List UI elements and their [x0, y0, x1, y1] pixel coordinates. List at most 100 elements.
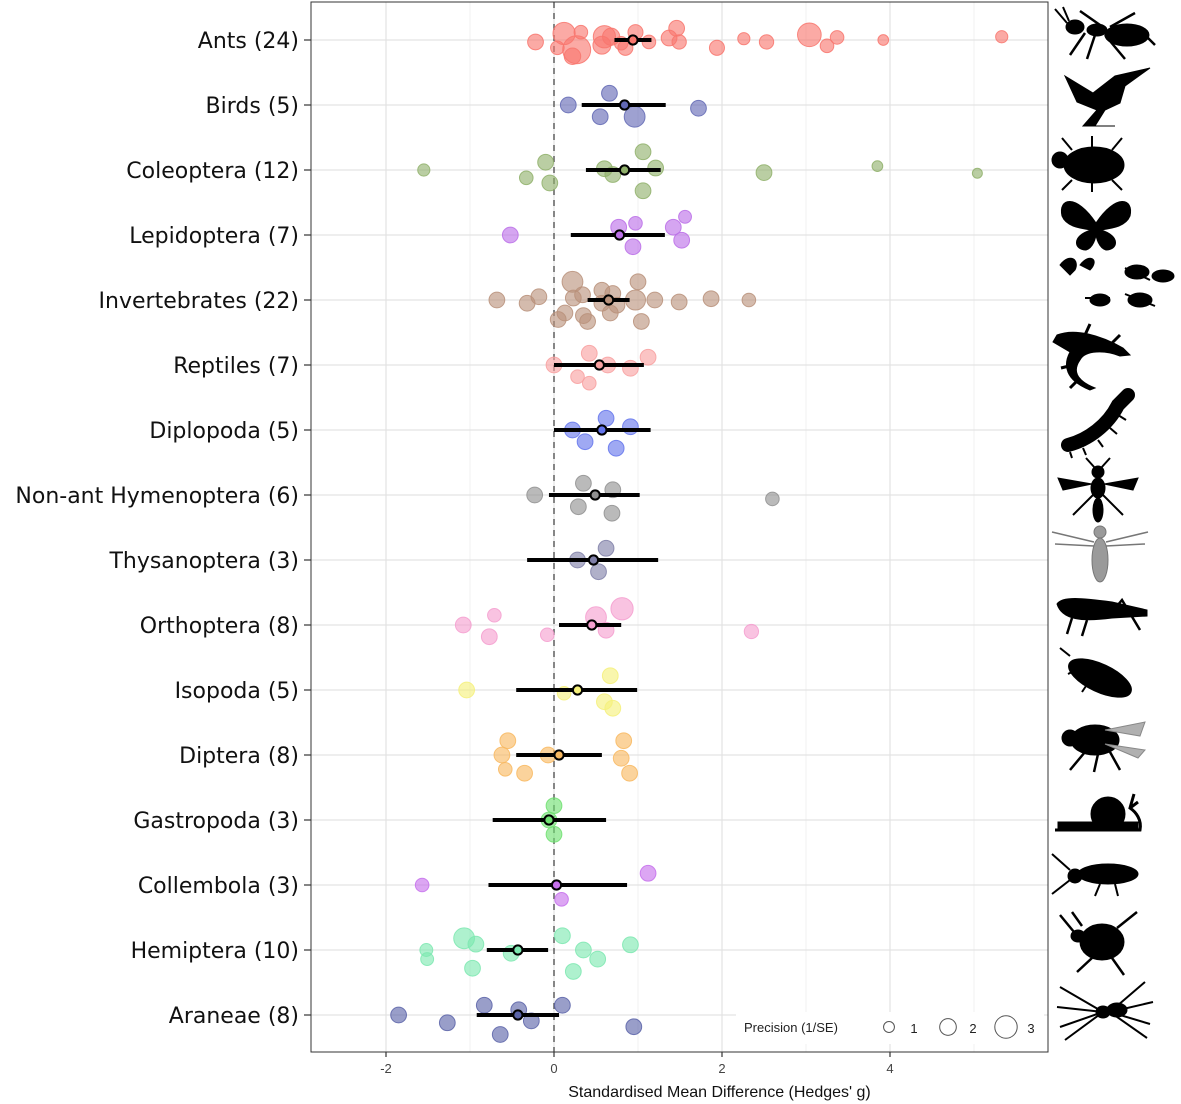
effect-size-point — [632, 313, 650, 330]
effect-size-point — [574, 286, 591, 304]
category-label: Reptiles (7) — [173, 354, 299, 379]
category-label: Invertebrates (22) — [99, 289, 299, 314]
mean-estimate-point — [543, 814, 555, 826]
category-label: Diplopoda (5) — [149, 419, 299, 444]
effect-size-point — [580, 344, 598, 362]
effect-size-point — [487, 607, 502, 623]
bird-icon — [1063, 67, 1151, 127]
effect-size-point — [480, 628, 498, 646]
mean-estimate-point — [618, 99, 631, 111]
mean-estimate-point — [512, 1009, 524, 1021]
effect-size-point — [563, 47, 582, 65]
effect-size-point — [755, 164, 773, 181]
effect-size-point — [629, 273, 647, 291]
effect-size-point — [971, 167, 983, 179]
effect-size-point — [995, 30, 1009, 44]
legend-title: Precision (1/SE) — [744, 1020, 838, 1035]
effect-size-point — [622, 418, 639, 436]
effect-size-point — [554, 927, 571, 945]
effect-size-point — [570, 369, 585, 385]
effect-size-point — [670, 293, 688, 311]
legend-size-label: 2 — [969, 1021, 976, 1036]
effect-size-point — [549, 311, 567, 328]
effect-size-point — [597, 409, 615, 427]
mean-estimate-point — [589, 489, 601, 501]
x-tick-label: 2 — [718, 1061, 725, 1076]
effect-size-points — [390, 19, 1009, 1043]
effect-size-point — [491, 1026, 509, 1043]
butterfly-icon — [1060, 201, 1132, 251]
x-tick-label: 4 — [886, 1061, 893, 1076]
effect-size-point — [607, 439, 625, 457]
legend-size-circle — [994, 1015, 1018, 1039]
mean-estimate-point — [627, 34, 639, 46]
effect-size-point — [579, 313, 596, 330]
effect-size-point — [819, 38, 835, 54]
effect-size-point — [545, 825, 563, 843]
mean-estimate-point — [571, 684, 584, 696]
mean-estimate-point — [587, 554, 600, 566]
spider-icon — [1056, 981, 1154, 1041]
effect-size-point — [545, 797, 563, 815]
invertebrates-icon — [1059, 257, 1175, 308]
mean-estimate-point — [603, 294, 615, 306]
legend-size-circle — [939, 1018, 957, 1036]
effect-size-point — [575, 941, 592, 959]
x-axis-ticks: -2 0 2 4 — [380, 1052, 894, 1076]
category-labels: Ants (24) Birds (5) Coleoptera (12) Lepidop… — [15, 29, 311, 1029]
effect-size-point — [518, 170, 534, 186]
effect-size-point — [516, 764, 533, 782]
effect-size-point — [634, 182, 652, 200]
effect-size-point — [708, 39, 725, 56]
effect-size-point — [530, 288, 548, 306]
taxon-icons — [1051, 6, 1175, 1041]
effect-size-point — [467, 935, 485, 953]
mean-estimate-point — [613, 229, 626, 241]
effect-size-point — [573, 24, 589, 40]
effect-size-point — [624, 238, 642, 256]
category-label: Araneae (8) — [169, 1004, 299, 1029]
effect-size-point — [634, 143, 652, 161]
woodlouse-icon — [1059, 647, 1132, 698]
legend-size-label: 1 — [910, 1021, 917, 1036]
effect-size-point — [622, 936, 639, 954]
legend-size-circle — [883, 1021, 895, 1033]
mean-estimate-point — [596, 424, 608, 436]
effect-size-point — [671, 34, 687, 50]
mean-estimate-point — [618, 164, 631, 176]
effect-size-point — [646, 291, 664, 309]
effect-size-point — [604, 699, 622, 717]
effect-size-point — [628, 216, 643, 231]
mean-estimate-point — [550, 879, 563, 891]
shieldbug-icon — [1059, 911, 1138, 976]
category-label: Non-ant Hymenoptera (6) — [15, 484, 299, 509]
effect-size-point — [564, 963, 582, 980]
effect-size-point — [561, 270, 584, 293]
category-label: Orthoptera (8) — [140, 614, 299, 639]
category-label: Birds (5) — [206, 94, 299, 119]
effect-size-point — [488, 291, 506, 309]
effect-size-point — [527, 33, 544, 51]
effect-size-point — [615, 732, 633, 750]
effect-size-point — [454, 616, 472, 634]
millipede-icon — [1061, 388, 1135, 459]
category-label: Collembola (3) — [138, 874, 299, 899]
grasshopper-icon — [1056, 597, 1148, 637]
effect-size-point — [797, 22, 822, 48]
effect-size-point — [765, 491, 780, 507]
effect-size-point — [417, 163, 431, 177]
effect-size-point — [539, 627, 555, 643]
effect-size-point — [464, 959, 481, 977]
effect-size-point — [877, 34, 890, 46]
thrips-icon — [1051, 525, 1149, 583]
effect-size-point — [664, 218, 682, 236]
effect-size-point — [499, 732, 517, 750]
category-label: Isopoda (5) — [175, 679, 299, 704]
category-label: Hemiptera (10) — [131, 939, 299, 964]
effect-size-point — [743, 623, 760, 640]
precision-legend: Precision (1/SE) 1 2 3 — [736, 1012, 1044, 1044]
effect-size-point — [575, 474, 592, 492]
effect-size-point — [390, 1006, 407, 1024]
fly-icon — [1061, 721, 1146, 773]
